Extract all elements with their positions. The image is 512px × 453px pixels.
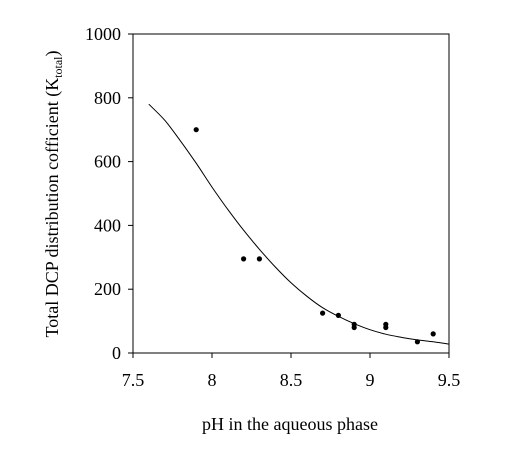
x-axis-title: pH in the aqueous phase <box>202 414 378 434</box>
x-axis: 7.5 8 8.5 9 9.5 <box>122 353 461 390</box>
data-point <box>320 310 326 316</box>
data-point <box>383 324 389 331</box>
x-tick-label: 7.5 <box>122 370 145 390</box>
data-points <box>193 127 436 345</box>
y-tick-label: 0 <box>112 343 121 363</box>
y-axis-title-subscript: total <box>51 56 65 78</box>
x-tick-label: 8.5 <box>280 370 303 390</box>
y-tick-label: 1000 <box>85 24 121 44</box>
y-tick-label: 600 <box>94 152 121 172</box>
data-point <box>351 324 357 331</box>
plot-frame <box>132 33 450 354</box>
x-tick-label: 9 <box>366 370 375 390</box>
x-tick-label: 9.5 <box>438 370 461 390</box>
data-point <box>430 331 436 337</box>
data-point <box>335 312 341 318</box>
data-point <box>241 256 247 262</box>
y-tick-label: 400 <box>94 215 121 235</box>
data-point <box>256 256 262 262</box>
y-axis-title: Total DCP distribution cofficient (Ktota… <box>42 50 65 337</box>
y-axis-title-main: Total DCP distribution cofficient (K <box>42 78 63 338</box>
fit-curve <box>148 103 450 345</box>
x-tick-label: 8 <box>208 370 217 390</box>
data-point <box>414 339 420 345</box>
y-axis: 0 200 400 600 800 1000 <box>85 24 133 363</box>
data-point <box>193 127 199 133</box>
y-tick-label: 200 <box>94 279 121 299</box>
y-axis-title-close: ) <box>42 50 63 56</box>
plot-border <box>132 33 450 354</box>
y-tick-label: 800 <box>94 88 121 108</box>
